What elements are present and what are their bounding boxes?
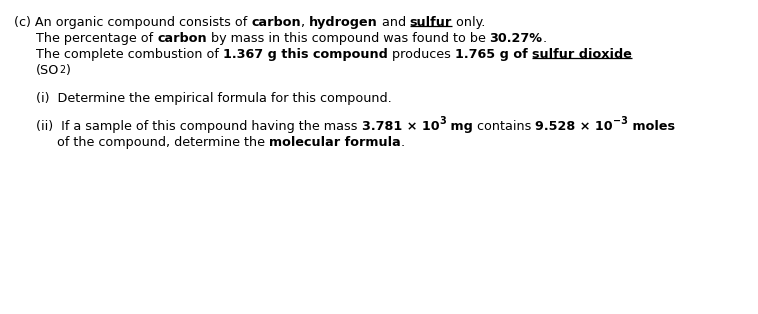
Text: mg: mg bbox=[446, 120, 473, 133]
Text: 30.27%: 30.27% bbox=[490, 32, 543, 45]
Text: hydrogen: hydrogen bbox=[309, 16, 377, 29]
Text: (c) An organic compound consists of: (c) An organic compound consists of bbox=[14, 16, 251, 29]
Text: 9.528 × 10: 9.528 × 10 bbox=[535, 120, 612, 133]
Text: only.: only. bbox=[452, 16, 486, 29]
Text: −3: −3 bbox=[612, 116, 628, 126]
Text: 2: 2 bbox=[59, 65, 65, 75]
Text: molecular formula: molecular formula bbox=[269, 136, 401, 149]
Text: (ii)  If a sample of this compound having the mass: (ii) If a sample of this compound having… bbox=[36, 120, 362, 133]
Text: ,: , bbox=[301, 16, 309, 29]
Text: .: . bbox=[543, 32, 547, 45]
Text: 1.765 g of: 1.765 g of bbox=[455, 48, 532, 61]
Text: The percentage of: The percentage of bbox=[36, 32, 157, 45]
Text: .: . bbox=[401, 136, 405, 149]
Text: moles: moles bbox=[628, 120, 675, 133]
Text: of the compound, determine the: of the compound, determine the bbox=[57, 136, 269, 149]
Text: sulfur: sulfur bbox=[410, 16, 452, 29]
Text: carbon: carbon bbox=[251, 16, 301, 29]
Text: (i)  Determine the empirical formula for this compound.: (i) Determine the empirical formula for … bbox=[36, 92, 392, 105]
Text: 3: 3 bbox=[439, 116, 446, 126]
Text: (SO: (SO bbox=[36, 64, 59, 77]
Text: The complete combustion of: The complete combustion of bbox=[36, 48, 223, 61]
Text: 3.781 × 10: 3.781 × 10 bbox=[362, 120, 439, 133]
Text: and: and bbox=[377, 16, 410, 29]
Text: ): ) bbox=[65, 64, 70, 77]
Text: carbon: carbon bbox=[157, 32, 207, 45]
Text: by mass in this compound was found to be: by mass in this compound was found to be bbox=[207, 32, 490, 45]
Text: sulfur dioxide: sulfur dioxide bbox=[532, 48, 631, 61]
Text: produces: produces bbox=[388, 48, 455, 61]
Text: contains: contains bbox=[473, 120, 535, 133]
Text: 1.367 g this compound: 1.367 g this compound bbox=[223, 48, 388, 61]
